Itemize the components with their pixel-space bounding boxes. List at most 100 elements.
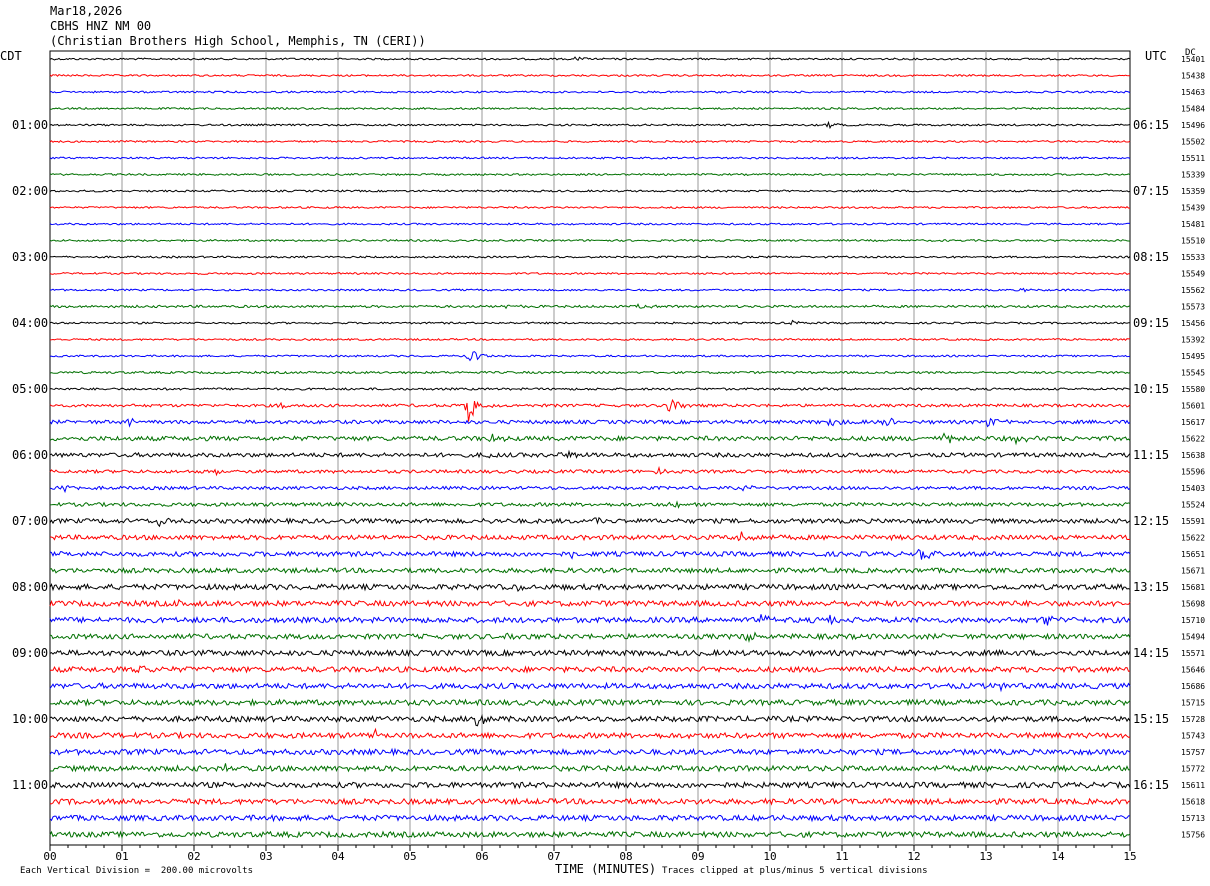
left-time-label: 08:00 <box>12 580 48 594</box>
dc-value: 15622 <box>1181 435 1205 444</box>
x-tick-label: 07 <box>547 850 560 863</box>
x-tick-label: 03 <box>259 850 272 863</box>
dc-value: 15591 <box>1181 517 1205 526</box>
dc-value: 15646 <box>1181 666 1205 675</box>
dc-value: 15601 <box>1181 402 1205 411</box>
x-tick-label: 05 <box>403 850 416 863</box>
dc-value: 15545 <box>1181 369 1205 378</box>
trace-line <box>49 73 1131 78</box>
dc-value: 15651 <box>1181 550 1205 559</box>
trace-line <box>49 813 1131 823</box>
trace-line <box>49 465 1131 477</box>
dc-value: 15502 <box>1181 138 1205 147</box>
right-time-label: 08:15 <box>1133 250 1169 264</box>
dc-value: 15456 <box>1181 319 1205 328</box>
right-time-label: 12:15 <box>1133 514 1169 528</box>
dc-value: 15533 <box>1181 253 1205 262</box>
dc-header: DC <box>1185 48 1196 58</box>
dc-value: 15438 <box>1181 72 1205 81</box>
dc-value: 15496 <box>1181 121 1205 130</box>
left-time-label: 09:00 <box>12 646 48 660</box>
dc-value: 15571 <box>1181 649 1205 658</box>
trace-line <box>49 417 1131 428</box>
trace-line <box>49 648 1131 658</box>
trace-line <box>49 139 1131 144</box>
trace-line <box>49 830 1131 839</box>
dc-value: 15494 <box>1181 633 1205 642</box>
x-tick-label: 06 <box>475 850 488 863</box>
x-tick-label: 02 <box>187 850 200 863</box>
x-tick-label: 01 <box>115 850 128 863</box>
dc-value: 15359 <box>1181 187 1205 196</box>
dc-value: 15481 <box>1181 220 1205 229</box>
trace-line <box>49 727 1131 740</box>
dc-value: 15698 <box>1181 600 1205 609</box>
trace-line <box>49 500 1131 509</box>
date-label: Mar18,2026 <box>50 4 123 18</box>
trace-line <box>49 665 1131 674</box>
dc-value: 15611 <box>1181 781 1205 790</box>
trace-line <box>50 287 1131 293</box>
x-tick-label: 00 <box>43 850 56 863</box>
dc-value: 15596 <box>1181 468 1205 477</box>
trace-line <box>49 205 1131 210</box>
trace-line <box>49 303 1131 310</box>
dc-value: 15510 <box>1181 237 1205 246</box>
right-time-label: 11:15 <box>1133 448 1169 462</box>
dc-value: 15573 <box>1181 303 1205 312</box>
trace-line <box>49 531 1131 542</box>
trace-line <box>49 548 1131 560</box>
trace-line <box>49 698 1131 707</box>
left-time-label: 07:00 <box>12 514 48 528</box>
trace-line <box>49 120 1131 130</box>
x-tick-label: 13 <box>979 850 992 863</box>
x-tick-label: 14 <box>1051 850 1065 863</box>
trace-line <box>49 90 1131 94</box>
trace-line <box>49 398 1131 422</box>
trace-line <box>49 449 1131 459</box>
right-axis-label: UTC <box>1145 49 1167 63</box>
dc-value: 15713 <box>1181 814 1205 823</box>
trace-line <box>49 797 1131 806</box>
dc-value: 15686 <box>1181 682 1205 691</box>
x-tick-label: 12 <box>907 850 920 863</box>
right-time-label: 09:15 <box>1133 316 1169 330</box>
trace-line <box>49 370 1131 375</box>
trace-line <box>49 432 1131 446</box>
dc-value: 15484 <box>1181 105 1205 114</box>
dc-value: 15622 <box>1181 534 1205 543</box>
trace-line <box>49 351 1131 362</box>
right-time-label: 16:15 <box>1133 778 1169 792</box>
dc-value: 15580 <box>1181 385 1205 394</box>
dc-value: 15710 <box>1181 616 1205 625</box>
left-time-label: 02:00 <box>12 184 48 198</box>
right-time-label: 06:15 <box>1133 118 1169 132</box>
trace-line <box>49 582 1131 592</box>
dc-value: 15511 <box>1181 154 1205 163</box>
x-tick-label: 04 <box>331 850 345 863</box>
dc-value: 15392 <box>1181 336 1205 345</box>
left-axis-label: CDT <box>0 49 22 63</box>
x-tick-label: 09 <box>691 850 704 863</box>
dc-value: 15743 <box>1181 732 1205 741</box>
trace-line <box>49 271 1131 276</box>
scale-note: Each Vertical Division = 200.00 microvol… <box>20 866 253 876</box>
dc-value: 15403 <box>1181 484 1205 493</box>
dc-value: 15756 <box>1181 831 1205 840</box>
left-time-label: 04:00 <box>12 316 48 330</box>
left-time-label: 03:00 <box>12 250 48 264</box>
left-time-label: 01:00 <box>12 118 48 132</box>
dc-value: 15439 <box>1181 204 1205 213</box>
trace-line <box>49 614 1131 626</box>
right-time-label: 13:15 <box>1133 580 1169 594</box>
trace-line <box>49 387 1131 391</box>
dc-value: 15715 <box>1181 699 1205 708</box>
trace-line <box>49 222 1131 226</box>
dc-value: 15728 <box>1181 715 1205 724</box>
trace-line <box>49 238 1131 243</box>
trace-line <box>49 598 1131 608</box>
dc-value: 15638 <box>1181 451 1205 460</box>
dc-value: 15463 <box>1181 88 1205 97</box>
trace-line <box>49 106 1131 111</box>
trace-line <box>49 156 1131 160</box>
